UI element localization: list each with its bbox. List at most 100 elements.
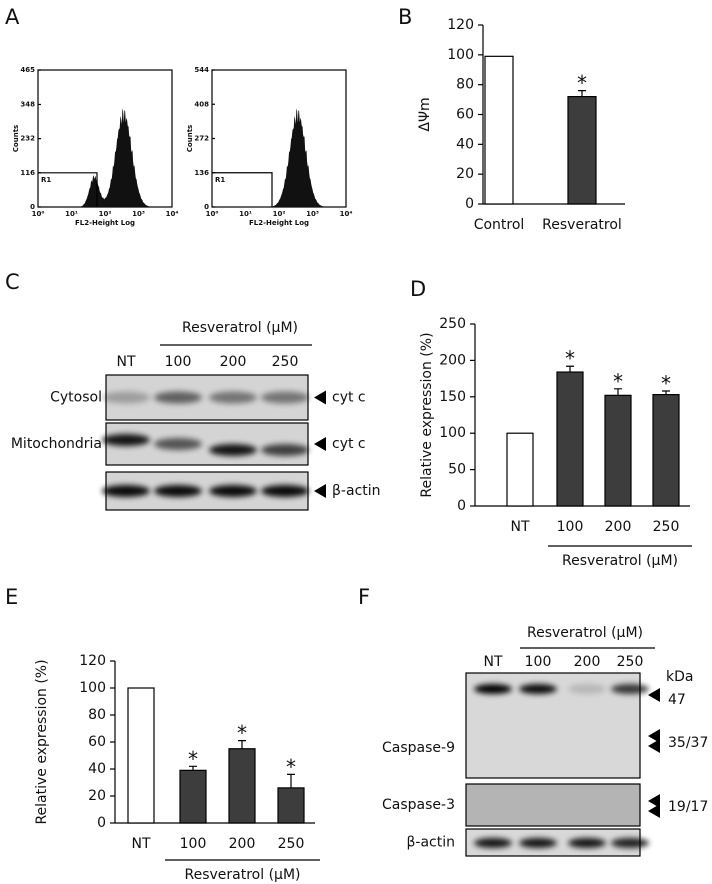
x-tick-label: 100	[180, 836, 207, 852]
bar	[228, 748, 256, 824]
arrowhead	[314, 390, 326, 405]
arrowhead	[648, 794, 660, 808]
y-tick-label: 272	[194, 135, 209, 143]
x-tick-label: 250	[653, 519, 680, 535]
y-tick-label: 120	[447, 17, 474, 33]
band	[209, 391, 257, 404]
y-tick-label: 100	[79, 680, 106, 696]
y-tick-label: 120	[79, 653, 106, 669]
x-tick-label: Control	[474, 217, 525, 233]
y-tick-label: 0	[457, 498, 466, 514]
lane-label: 200	[574, 654, 601, 670]
x-tick-label: 200	[605, 519, 632, 535]
x-axis-label: Resveratrol (μM)	[185, 867, 301, 883]
plot-frame	[211, 69, 347, 208]
unit-label: kDa	[666, 669, 693, 685]
y-tick-label: 20	[88, 788, 106, 804]
error-bar	[238, 740, 246, 749]
panel-letter: A	[5, 5, 20, 29]
blot	[465, 783, 641, 827]
protein-label: Caspase-9	[382, 740, 455, 756]
y-tick-label: 0	[465, 196, 474, 212]
x-tick-label: 10²	[99, 210, 112, 218]
x-axis-label: FL2-Height Log	[249, 219, 309, 227]
band	[568, 838, 606, 848]
significance-marker: *	[661, 371, 671, 395]
target-label: β-actin	[332, 483, 381, 499]
x-tick-label: 10⁴	[340, 210, 353, 218]
y-tick-label: 200	[439, 352, 466, 368]
x-tick-label: 10³	[132, 210, 145, 218]
y-tick-label: 20	[456, 166, 474, 182]
protein-label: Caspase-3	[382, 797, 455, 813]
band	[209, 444, 257, 456]
x-axis-label: Resveratrol (μM)	[562, 553, 678, 569]
significance-marker: *	[286, 755, 296, 779]
x-tick-label: NT	[131, 836, 150, 852]
gate	[212, 172, 273, 207]
y-tick-label: 60	[88, 734, 106, 750]
y-tick-label: 136	[194, 169, 209, 177]
fraction-label: Mitochondria	[11, 436, 102, 452]
x-tick-label: 10²	[273, 210, 286, 218]
y-tick-label: 0	[97, 815, 106, 831]
y-tick-label: 60	[456, 107, 474, 123]
x-tick-label: 10¹	[65, 210, 78, 218]
significance-marker: *	[188, 747, 198, 771]
size-label: 19/17	[668, 799, 708, 815]
band	[154, 485, 202, 497]
bar	[127, 687, 155, 824]
x-tick-label: 10¹	[239, 210, 252, 218]
band	[261, 444, 309, 456]
band	[611, 684, 649, 694]
y-tick-label: 348	[20, 100, 35, 108]
y-tick-label: 0	[30, 203, 35, 211]
error-bar	[566, 365, 574, 373]
y-axis-label: Relative expression (%)	[419, 332, 435, 497]
band	[474, 684, 512, 694]
y-tick-label: 100	[447, 47, 474, 63]
fraction-label: Cytosol	[50, 390, 102, 406]
lane-label: NT	[116, 354, 135, 370]
treatment-label: Resveratrol (μM)	[182, 320, 298, 336]
y-tick-label: 40	[456, 136, 474, 152]
significance-marker: *	[237, 721, 247, 745]
y-tick-label: 232	[20, 135, 35, 143]
panel-letter: F	[358, 585, 370, 609]
y-axis-label: ΔΨm	[417, 97, 433, 131]
error-bar	[578, 90, 586, 97]
significance-marker: *	[577, 71, 587, 95]
error-bar	[189, 765, 197, 771]
lane-label: 250	[617, 654, 644, 670]
target-label: cyt c	[332, 390, 366, 406]
band	[102, 434, 150, 446]
arrowhead	[648, 688, 660, 702]
y-tick-label: 50	[448, 462, 466, 478]
y-tick-label: 544	[194, 66, 209, 74]
y-tick-label: 0	[204, 203, 209, 211]
band	[519, 684, 557, 694]
error-bar	[287, 773, 295, 788]
y-tick-label: 150	[439, 389, 466, 405]
panel-letter: C	[5, 270, 20, 294]
x-tick-label: 10⁰	[32, 210, 45, 218]
band	[261, 485, 309, 497]
band	[568, 684, 606, 694]
panel-letter: D	[410, 277, 426, 301]
x-tick-label: 250	[278, 836, 305, 852]
x-tick-label: NT	[510, 519, 529, 535]
bar	[277, 787, 305, 824]
x-tick-label: 200	[229, 836, 256, 852]
y-tick-label: 80	[456, 77, 474, 93]
y-tick-label: 465	[20, 66, 35, 74]
arrowhead	[314, 484, 326, 498]
band	[519, 838, 557, 848]
arrowhead	[648, 804, 660, 818]
band	[209, 485, 257, 497]
arrowhead	[314, 437, 326, 451]
bar	[604, 394, 632, 507]
lane-label: 100	[525, 654, 552, 670]
bar	[567, 95, 597, 205]
bar	[556, 371, 584, 507]
